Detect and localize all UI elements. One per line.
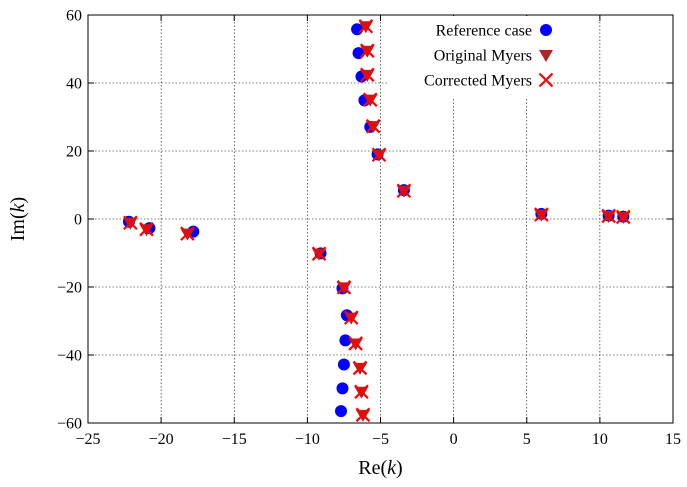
legend: Reference case Original Myers Corrected My… [388,16,554,98]
y-tick-label: 20 [66,144,82,161]
x-axis-title-prefix: Re( [358,457,387,479]
legend-x-marker [538,72,554,88]
x-tick-label: −20 [149,431,174,448]
x-marker [360,67,375,83]
y-tick-label: 40 [66,76,82,93]
x-marker [365,118,381,134]
legend-items: Reference case Original Myers Corrected My… [424,23,554,90]
y-axis-title: Im(k) [7,197,29,241]
x-marker [123,215,138,231]
x-tick-label: −5 [372,431,389,448]
x-marker [371,147,387,163]
legend-item: Original Myers [434,48,553,65]
x-marker [355,407,371,423]
legend-triangle-down-marker [539,50,553,62]
x-tick-label: −25 [75,431,100,448]
x-marker [352,360,368,376]
x-marker [358,18,374,34]
x-marker [343,310,359,325]
x-marker [180,226,195,241]
y-tick-label: −40 [57,348,82,365]
x-tick-label: 10 [592,431,608,448]
x-marker [139,221,154,237]
data-points [122,18,631,423]
y-axis-title-var: k [7,202,29,212]
y-axis-tick-labels: −60 −40 −20 0 20 40 60 [57,8,82,433]
circle-marker [337,358,350,371]
y-tick-label: 60 [66,8,82,25]
series-corrected-myers [123,18,631,423]
legend-background [388,16,548,98]
x-marker [354,384,369,399]
grid-lines [88,15,673,423]
x-tick-label: 0 [450,431,458,448]
y-tick-label: 0 [74,212,82,229]
legend-label: Original Myers [434,48,532,65]
y-tick-label: −60 [57,416,82,433]
y-tick-label: −20 [57,280,82,297]
circle-marker [336,382,349,395]
y-axis-title-suffix: ) [7,197,29,204]
x-marker [615,209,631,225]
x-tick-label: −15 [222,431,247,448]
y-axis-title-prefix: Im( [7,212,29,241]
x-marker [348,336,363,351]
axis-ticks [87,14,674,424]
legend-circle-marker [540,24,552,36]
x-marker [601,208,616,224]
legend-item: Corrected Myers [424,72,554,90]
x-axis-title-var: k [387,457,397,479]
x-marker [534,207,549,222]
x-marker [336,280,352,295]
legend-label: Corrected Myers [424,73,532,90]
x-marker [360,43,375,58]
circle-marker [339,334,352,347]
legend-item: Reference case [436,23,552,40]
x-axis-title: Re(k) [358,457,402,479]
x-tick-label: 15 [665,431,681,448]
x-axis-tick-labels: −25 −20 −15 −10 −5 0 5 10 15 [75,431,681,448]
legend-label: Reference case [436,23,532,40]
x-axis-title-suffix: ) [396,457,403,479]
x-tick-label: −10 [295,431,320,448]
x-marker [362,92,378,107]
series-reference-case [122,23,630,418]
circle-marker [335,405,348,418]
x-tick-label: 5 [523,431,531,448]
series-original-myers [123,21,631,422]
x-marker [311,246,327,261]
x-marker [396,183,412,199]
